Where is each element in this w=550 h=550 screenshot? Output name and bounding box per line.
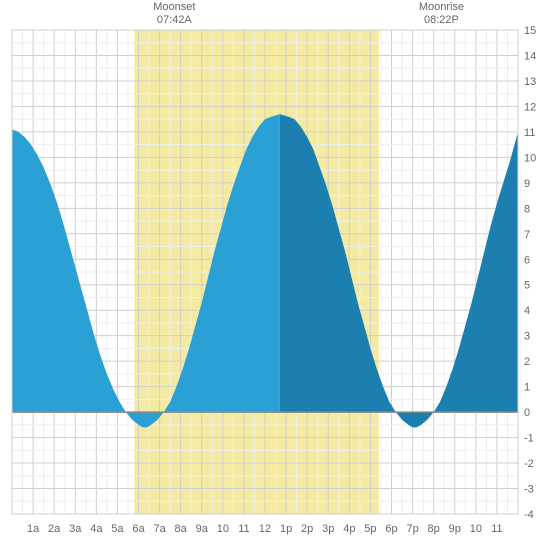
moonrise-time: 08:22P <box>411 14 471 27</box>
y-tick-label: 10 <box>524 152 536 164</box>
moonrise-title: Moonrise <box>411 1 471 14</box>
y-tick-label: 14 <box>524 50 536 62</box>
x-tick-label: 9a <box>196 523 209 535</box>
y-tick-label: -4 <box>524 509 534 521</box>
x-tick-label: 5p <box>364 523 376 535</box>
moonrise-label: Moonrise 08:22P <box>411 1 471 27</box>
x-tick-label: 12 <box>259 523 271 535</box>
x-tick-label: 10 <box>470 523 482 535</box>
x-tick-label: 4p <box>343 523 355 535</box>
x-tick-label: 2a <box>48 523 61 535</box>
x-tick-label: 5a <box>111 523 124 535</box>
x-tick-label: 2p <box>301 523 313 535</box>
y-tick-label: 7 <box>524 229 530 241</box>
x-tick-label: 9p <box>449 523 461 535</box>
moonset-title: Moonset <box>144 1 204 14</box>
y-tick-label: 8 <box>524 203 530 215</box>
x-tick-label: 10 <box>217 523 229 535</box>
x-tick-label: 11 <box>491 523 502 535</box>
y-tick-label: -3 <box>524 484 534 496</box>
x-tick-label: 4a <box>90 523 103 535</box>
y-tick-label: 4 <box>524 305 530 317</box>
moonset-label: Moonset 07:42A <box>144 1 204 27</box>
y-tick-label: 0 <box>524 407 530 419</box>
y-tick-label: 2 <box>524 356 530 368</box>
x-tick-label: 7p <box>406 523 418 535</box>
y-tick-label: 15 <box>524 25 536 37</box>
x-tick-label: 6a <box>132 523 145 535</box>
x-tick-label: 6p <box>385 523 397 535</box>
x-tick-label: 8p <box>428 523 440 535</box>
x-tick-label: 1a <box>27 523 40 535</box>
x-tick-label: 3p <box>322 523 334 535</box>
y-tick-label: 12 <box>524 101 536 113</box>
x-tick-label: 3a <box>69 523 82 535</box>
y-tick-label: 11 <box>524 127 535 139</box>
x-tick-label: 7a <box>153 523 166 535</box>
chart-svg: 1a2a3a4a5a6a7a8a9a1011121p2p3p4p5p6p7p8p… <box>0 0 550 550</box>
x-tick-label: 8a <box>175 523 188 535</box>
x-tick-label: 11 <box>238 523 249 535</box>
y-tick-label: 5 <box>524 280 530 292</box>
y-tick-label: 13 <box>524 76 536 88</box>
x-tick-label: 1p <box>280 523 292 535</box>
y-tick-label: -1 <box>524 433 534 445</box>
y-tick-label: 9 <box>524 178 530 190</box>
y-tick-label: 3 <box>524 331 530 343</box>
moonset-time: 07:42A <box>144 14 204 27</box>
y-tick-label: 1 <box>524 382 530 394</box>
y-tick-label: 6 <box>524 254 530 266</box>
tide-chart: Moonset 07:42A Moonrise 08:22P 1a 2a 3a 4a 5… <box>0 0 550 550</box>
y-tick-label: -2 <box>524 458 534 470</box>
